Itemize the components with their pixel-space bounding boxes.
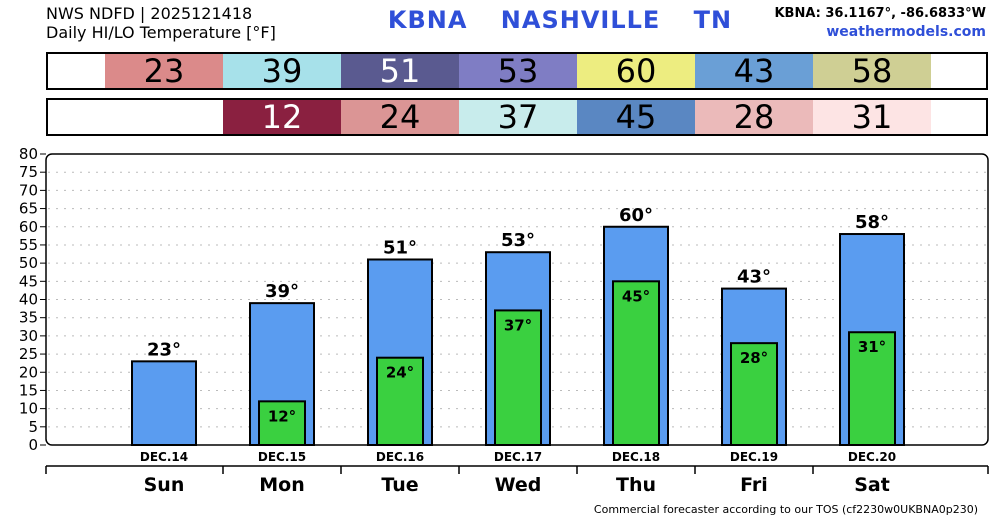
low-temp-cell: 45 <box>577 100 695 135</box>
footer-note: Commercial forecaster according to our T… <box>593 503 978 516</box>
y-tick-label: 10 <box>19 400 38 418</box>
day-label: Thu <box>616 474 656 496</box>
high-temp-bar <box>131 360 197 446</box>
high-temp-cell: 60 <box>577 54 695 89</box>
low-temp-cell <box>105 100 223 134</box>
low-temp-label: 24° <box>386 364 414 382</box>
low-temp-bar <box>730 342 778 446</box>
low-temp-label: 37° <box>504 316 532 334</box>
low-temp-label: 28° <box>740 349 768 367</box>
low-temp-bar <box>494 309 542 446</box>
station-title: KBNA NASHVILLE TN <box>300 6 820 34</box>
low-temp-bar <box>612 280 660 446</box>
y-tick-label: 30 <box>19 327 38 345</box>
low-temp-bar <box>376 356 424 447</box>
date-label: DEC.15 <box>258 450 306 464</box>
model-run-label: NWS NDFD | 2025121418 <box>46 4 253 23</box>
day-label: Sat <box>854 474 890 496</box>
y-tick-label: 50 <box>19 254 38 272</box>
date-label: DEC.20 <box>848 450 896 464</box>
station-id: KBNA <box>387 6 468 34</box>
date-label: DEC.18 <box>612 450 660 464</box>
high-temp-cell: 39 <box>223 54 341 89</box>
y-tick-label: 40 <box>19 291 38 309</box>
y-tick-label: 70 <box>19 181 38 199</box>
day-label: Wed <box>495 474 542 496</box>
city-name: NASHVILLE <box>500 6 661 34</box>
y-tick-label: 35 <box>19 309 38 327</box>
y-tick-label: 45 <box>19 272 38 290</box>
y-tick-label: 25 <box>19 345 38 363</box>
state-code: TN <box>693 6 733 34</box>
date-label: DEC.16 <box>376 450 424 464</box>
high-temp-label: 39° <box>265 281 299 302</box>
high-temp-strip: 23 39 51 53 60 43 58 <box>46 52 988 90</box>
y-tick-label: 55 <box>19 236 38 254</box>
day-label: Fri <box>740 474 768 496</box>
product-label: Daily HI/LO Temperature [°F] <box>46 23 276 42</box>
high-temp-label: 58° <box>855 212 889 233</box>
date-label: DEC.19 <box>730 450 778 464</box>
header-right: KBNA: 36.1167°, -86.6833°W weathermodels… <box>774 4 986 42</box>
day-label: Mon <box>259 474 305 496</box>
date-label: DEC.17 <box>494 450 542 464</box>
high-temp-label: 60° <box>619 205 653 226</box>
low-temp-label: 12° <box>268 407 296 425</box>
low-temp-cell: 12 <box>223 100 341 135</box>
low-temp-cell: 28 <box>695 100 813 135</box>
y-tick-label: 80 <box>19 145 38 163</box>
low-temp-cell: 31 <box>813 100 931 135</box>
high-temp-label: 23° <box>147 339 181 360</box>
low-temp-label: 45° <box>622 287 650 305</box>
low-temp-bar <box>848 331 896 446</box>
day-label: Sun <box>144 474 185 496</box>
y-tick-label: 60 <box>19 218 38 236</box>
y-tick-label: 65 <box>19 200 38 218</box>
low-temp-cell: 24 <box>341 100 459 135</box>
y-tick-label: 20 <box>19 363 38 381</box>
low-temp-label: 31° <box>858 338 886 356</box>
high-temp-cell: 43 <box>695 54 813 89</box>
high-temp-cell: 58 <box>813 54 931 89</box>
low-temp-bar <box>258 400 306 447</box>
high-temp-cell: 53 <box>459 54 577 89</box>
low-temp-cell: 37 <box>459 100 577 135</box>
high-temp-label: 43° <box>737 267 771 288</box>
date-label: DEC.14 <box>140 450 188 464</box>
y-tick-label: 5 <box>28 418 38 436</box>
high-temp-cell: 23 <box>105 54 223 89</box>
high-temp-label: 51° <box>383 237 417 258</box>
high-temp-cell: 51 <box>341 54 459 89</box>
station-coords: KBNA: 36.1167°, -86.6833°W <box>774 6 986 21</box>
high-temp-label: 53° <box>501 230 535 251</box>
y-tick-label: 15 <box>19 381 38 399</box>
y-tick-label: 0 <box>28 436 38 454</box>
day-label: Tue <box>381 474 418 496</box>
y-tick-label: 75 <box>19 163 38 181</box>
low-temp-strip: 12 24 37 45 28 31 <box>46 98 988 136</box>
site-link[interactable]: weathermodels.com <box>826 24 986 40</box>
header-left: NWS NDFD | 2025121418 Daily HI/LO Temper… <box>46 4 276 42</box>
